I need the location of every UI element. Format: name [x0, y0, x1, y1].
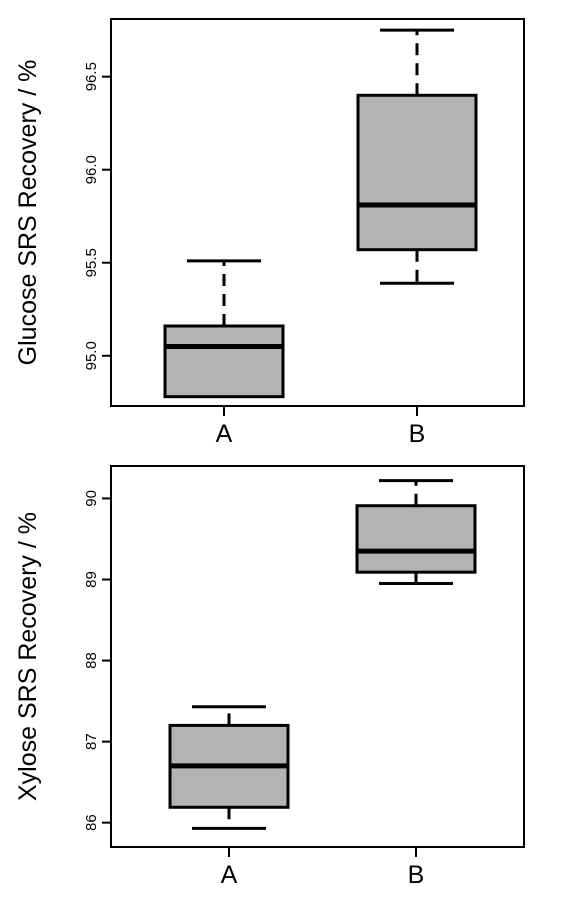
y-tick-label: 86 — [83, 814, 100, 831]
plot-frame — [110, 18, 525, 407]
box-a — [168, 705, 290, 830]
y-tick-label: 96.0 — [83, 155, 100, 184]
chart-panel-2: 86 87 88 89 90 Xylose SRS Recovery / % A B — [14, 465, 525, 889]
box-iqr — [356, 93, 478, 252]
y-tick-label: 89 — [83, 571, 100, 588]
y-tick-label: 95.0 — [83, 341, 100, 370]
x-tick-label-a: A — [216, 420, 233, 448]
chart-panel-1: 95.0 95.5 96.0 96.5 Glucose SRS Recovery / %… — [14, 18, 525, 448]
box-iqr — [163, 324, 285, 399]
x-tick-label-a: A — [221, 861, 238, 889]
box-b — [355, 479, 477, 586]
y-axis-title: Xylose SRS Recovery / % — [14, 512, 42, 801]
x-tick-label-b: B — [409, 420, 426, 448]
y-tick-label: 96.5 — [83, 62, 100, 91]
box-b — [356, 28, 478, 285]
x-tick-label-b: B — [408, 861, 425, 889]
y-tick-label: 87 — [83, 733, 100, 750]
y-axis-title: Glucose SRS Recovery / % — [14, 60, 42, 366]
y-tick-label: 88 — [83, 652, 100, 669]
plot-frame — [110, 465, 525, 848]
y-tick-label: 95.5 — [83, 248, 100, 277]
box-a — [163, 259, 285, 399]
box-iqr — [355, 504, 477, 574]
y-tick-label: 90 — [83, 490, 100, 507]
